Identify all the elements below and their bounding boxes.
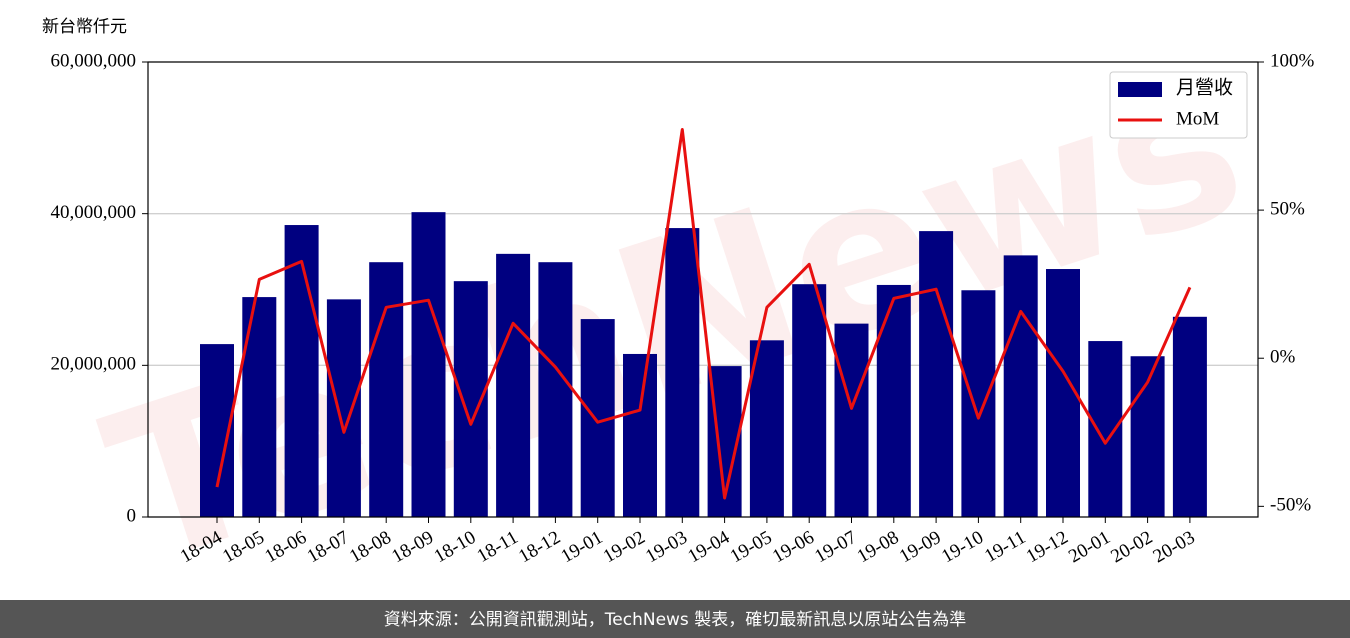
y2-tick-label: 0% xyxy=(1270,347,1296,368)
plot-frame xyxy=(147,61,1259,518)
x-tick-label: 18-12 xyxy=(515,527,564,567)
x-tick-label: 19-07 xyxy=(811,527,860,567)
bar xyxy=(1172,316,1207,517)
bar xyxy=(369,262,404,517)
bar xyxy=(538,262,573,517)
bar xyxy=(284,225,319,517)
footer: 資料來源：公開資訊觀測站，TechNews 製表，確切最新訊息以原站公告為準 xyxy=(384,610,966,630)
x-tick-label: 19-02 xyxy=(600,527,649,567)
x-tick-label: 19-06 xyxy=(769,527,818,567)
y-tick-label: 0 xyxy=(127,505,137,526)
x-tick-label: 18-10 xyxy=(431,527,480,567)
x-tick-label: 19-01 xyxy=(557,527,606,567)
y-tick-label: 60,000,000 xyxy=(51,50,137,71)
bar xyxy=(496,253,531,517)
y-tick-label: 20,000,000 xyxy=(51,354,137,375)
bar xyxy=(919,231,954,517)
x-tick-label: 19-03 xyxy=(642,527,691,567)
bar xyxy=(242,297,277,517)
legend-label: MoM xyxy=(1176,108,1219,129)
footer-bar xyxy=(0,600,1350,638)
y2-tick-label: 100% xyxy=(1270,50,1315,71)
bar xyxy=(834,323,869,517)
x-tick-label: 19-04 xyxy=(684,527,733,568)
bar xyxy=(1088,341,1123,517)
x-tick-label: 19-08 xyxy=(854,527,903,567)
x-tick-label: 19-05 xyxy=(727,527,776,567)
bar xyxy=(326,299,361,517)
y-axis-unit: 新台幣仟元 xyxy=(42,17,127,37)
x-tick-label: 19-09 xyxy=(896,527,945,567)
x-tick-label: 20-03 xyxy=(1150,527,1199,567)
bar xyxy=(623,353,657,517)
x-tick-label: 20-02 xyxy=(1107,527,1156,567)
x-tick-label: 20-01 xyxy=(1065,527,1114,567)
bar xyxy=(411,212,446,517)
bar xyxy=(1003,255,1038,517)
y-tick-label: 40,000,000 xyxy=(51,202,137,223)
legend-label: 月營收 xyxy=(1176,76,1233,98)
x-tick-label: 19-12 xyxy=(1023,527,1072,567)
bar xyxy=(961,290,996,517)
bar xyxy=(749,340,784,517)
bar xyxy=(665,228,700,517)
bar xyxy=(792,284,827,517)
y2-tick-label: -50% xyxy=(1270,495,1311,516)
x-tick-label: 19-10 xyxy=(938,527,987,567)
x-tick-label: 18-11 xyxy=(473,527,521,567)
bar xyxy=(876,284,911,517)
line xyxy=(215,128,1192,500)
legend-swatch xyxy=(1118,82,1162,97)
y2-tick-label: 50% xyxy=(1270,198,1305,219)
x-tick-label: 19-11 xyxy=(981,527,1029,567)
